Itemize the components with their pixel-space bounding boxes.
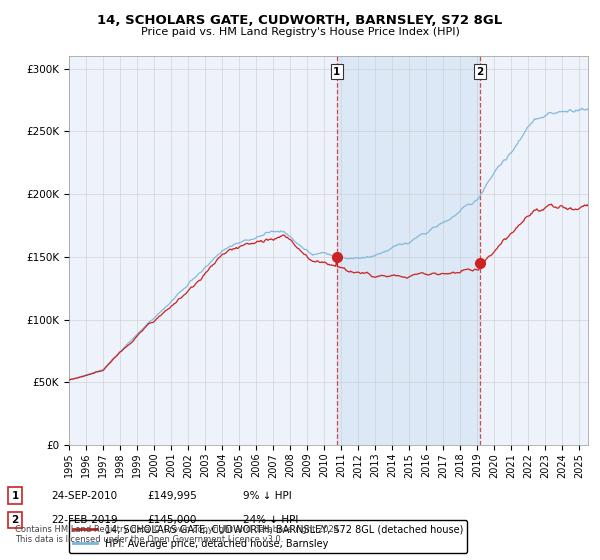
Text: £145,000: £145,000 xyxy=(147,515,196,525)
Text: 24-SEP-2010: 24-SEP-2010 xyxy=(51,491,117,501)
Text: 2: 2 xyxy=(11,515,19,525)
Text: 9% ↓ HPI: 9% ↓ HPI xyxy=(243,491,292,501)
Text: Price paid vs. HM Land Registry's House Price Index (HPI): Price paid vs. HM Land Registry's House … xyxy=(140,27,460,37)
Bar xyxy=(337,56,479,445)
Text: 1: 1 xyxy=(333,67,340,77)
Text: 14, SCHOLARS GATE, CUDWORTH, BARNSLEY, S72 8GL: 14, SCHOLARS GATE, CUDWORTH, BARNSLEY, S… xyxy=(97,14,503,27)
Text: 24% ↓ HPI: 24% ↓ HPI xyxy=(243,515,298,525)
Text: £149,995: £149,995 xyxy=(147,491,197,501)
Text: 1: 1 xyxy=(11,491,19,501)
Text: 2: 2 xyxy=(476,67,483,77)
Text: Contains HM Land Registry data © Crown copyright and database right 2024.
This d: Contains HM Land Registry data © Crown c… xyxy=(15,525,341,544)
Legend: 14, SCHOLARS GATE, CUDWORTH, BARNSLEY, S72 8GL (detached house), HPI: Average pr: 14, SCHOLARS GATE, CUDWORTH, BARNSLEY, S… xyxy=(68,520,467,553)
Text: 22-FEB-2019: 22-FEB-2019 xyxy=(51,515,118,525)
